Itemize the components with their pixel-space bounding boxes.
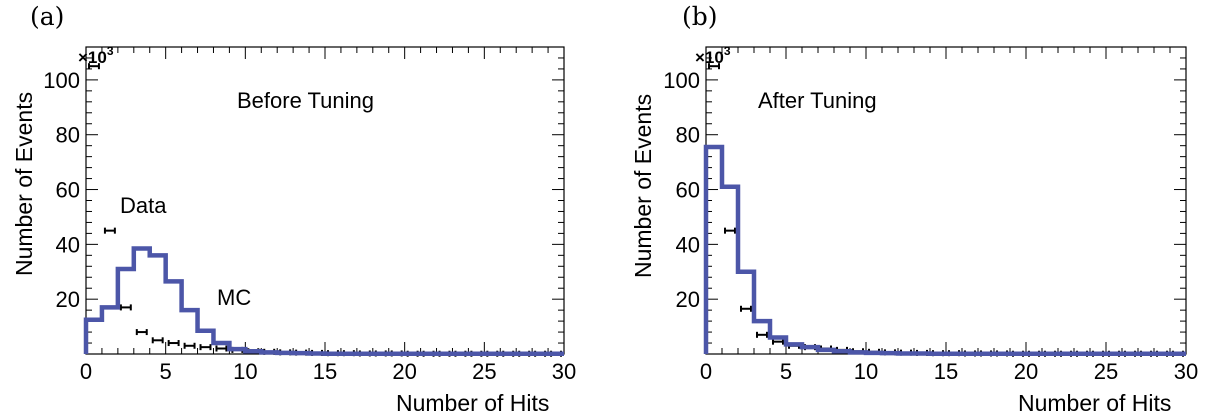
mc-legend-label: MC xyxy=(217,285,251,310)
panel-b-x-tick-label: 10 xyxy=(854,359,878,384)
panel-a-label: (a) xyxy=(30,2,64,31)
panel-b-x-tick-label: 25 xyxy=(1094,359,1118,384)
panel-b-y-tick-label: 60 xyxy=(676,178,700,203)
panel-a-y-axis-title: Number of Events xyxy=(11,92,37,276)
panel-b-x-tick-label: 0 xyxy=(700,359,712,384)
panel-b-title: After Tuning xyxy=(758,88,877,113)
panel-b-y-tick-label: 100 xyxy=(663,68,700,93)
panel-a-y-tick-label: 20 xyxy=(56,287,80,312)
panel-a-x-axis-title: Number of Hits xyxy=(396,390,549,416)
panel-a-y-multiplier: ×103 xyxy=(78,44,114,67)
panel-a-title: Before Tuning xyxy=(237,88,374,113)
panel-b-y-tick-label: 20 xyxy=(676,287,700,312)
panel-b-x-tick-label: 20 xyxy=(1014,359,1038,384)
data-legend-label: Data xyxy=(120,193,167,218)
panel-b-y-tick-label: 80 xyxy=(676,123,700,148)
panel-a-x-tick-label: 30 xyxy=(552,359,576,384)
panel-b-label: (b) xyxy=(682,2,718,31)
panel-a-y-tick-label: 100 xyxy=(43,68,80,93)
panel-b-x-tick-label: 5 xyxy=(780,359,792,384)
panel-a-y-tick-label: 40 xyxy=(56,232,80,257)
panel-b: (b) After Tuning ×103 Number of Hits Num… xyxy=(630,2,1198,416)
panel-b-x-tick-label: 30 xyxy=(1174,359,1198,384)
panel-a-x-tick-label: 5 xyxy=(160,359,172,384)
panel-b-x-tick-label: 15 xyxy=(934,359,958,384)
panel-a-y-tick-label: 80 xyxy=(56,123,80,148)
panel-a-x-tick-label: 0 xyxy=(80,359,92,384)
panel-a-x-tick-label: 15 xyxy=(313,359,337,384)
panel-b-mc-histogram xyxy=(703,144,1186,356)
panel-a-x-tick-label: 25 xyxy=(472,359,496,384)
panel-a: (a) Before Tuning Data MC ×103 Number of… xyxy=(11,2,576,416)
panel-b-y-tick-label: 40 xyxy=(676,232,700,257)
panel-a-mc-histogram xyxy=(83,246,564,356)
panel-a-x-tick-label: 10 xyxy=(233,359,257,384)
panel-a-x-tick-label: 20 xyxy=(392,359,416,384)
panel-b-y-axis-title: Number of Events xyxy=(630,94,656,278)
panel-b-x-axis-title: Number of Hits xyxy=(1018,390,1171,416)
panel-a-y-tick-label: 60 xyxy=(56,178,80,203)
